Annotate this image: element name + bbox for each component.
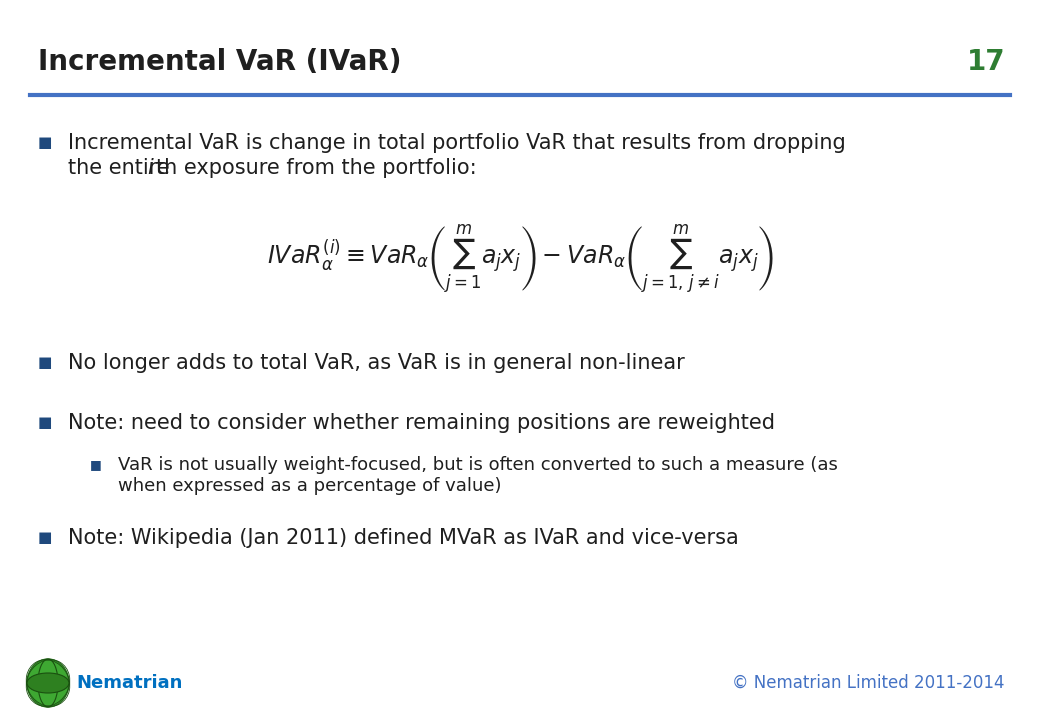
Text: i: i	[147, 158, 153, 178]
Text: 17: 17	[966, 48, 1005, 76]
Text: Note: need to consider whether remaining positions are reweighted: Note: need to consider whether remaining…	[68, 413, 775, 433]
Text: when expressed as a percentage of value): when expressed as a percentage of value)	[118, 477, 501, 495]
Text: VaR is not usually weight-focused, but is often converted to such a measure (as: VaR is not usually weight-focused, but i…	[118, 456, 838, 474]
Text: Nematrian: Nematrian	[76, 674, 182, 692]
Text: ■: ■	[38, 355, 52, 370]
Text: $IVaR_{\alpha}^{(i)} \equiv VaR_{\alpha}\left(\sum_{j=1}^{m} a_j x_j\right) - Va: $IVaR_{\alpha}^{(i)} \equiv VaR_{\alpha}…	[266, 222, 774, 295]
Text: th exposure from the portfolio:: th exposure from the portfolio:	[156, 158, 476, 178]
Text: Note: Wikipedia (Jan 2011) defined MVaR as IVaR and vice-versa: Note: Wikipedia (Jan 2011) defined MVaR …	[68, 528, 738, 548]
Ellipse shape	[27, 659, 69, 707]
Text: ■: ■	[38, 530, 52, 545]
Text: No longer adds to total VaR, as VaR is in general non-linear: No longer adds to total VaR, as VaR is i…	[68, 353, 684, 373]
Ellipse shape	[27, 673, 69, 693]
Text: © Nematrian Limited 2011-2014: © Nematrian Limited 2011-2014	[732, 674, 1005, 692]
Text: ■: ■	[90, 458, 102, 471]
Text: Incremental VaR (IVaR): Incremental VaR (IVaR)	[38, 48, 401, 76]
Text: ■: ■	[38, 415, 52, 430]
Text: ■: ■	[38, 135, 52, 150]
Text: Incremental VaR is change in total portfolio VaR that results from dropping: Incremental VaR is change in total portf…	[68, 133, 846, 153]
Text: the entire: the entire	[68, 158, 177, 178]
